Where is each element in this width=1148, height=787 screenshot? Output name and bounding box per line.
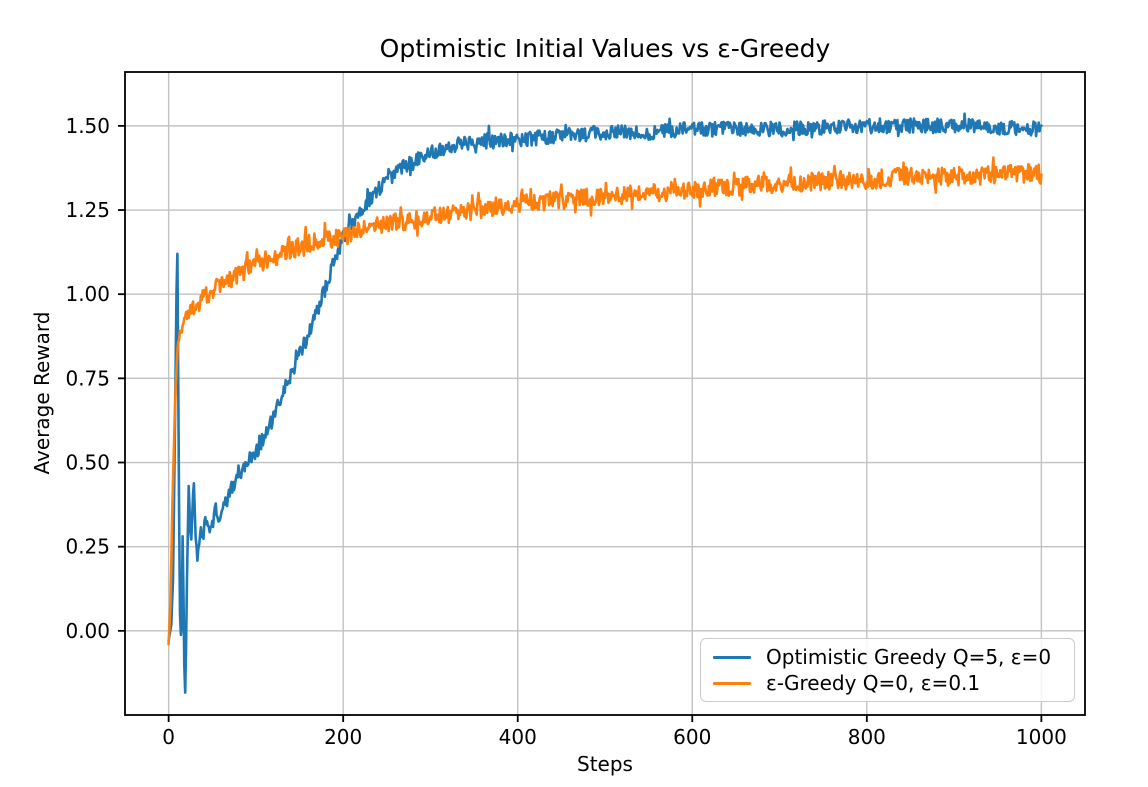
legend-item-label: Optimistic Greedy Q=5, ε=0 (766, 645, 1052, 669)
x-tick-label: 0 (162, 725, 175, 749)
y-tick-label: 1.00 (65, 282, 110, 306)
legend-item: ε-Greedy Q=0, ε=0.1 (713, 670, 1064, 696)
y-tick-label: 1.25 (65, 198, 110, 222)
x-tick-label: 200 (324, 725, 362, 749)
chart-title: Optimistic Initial Values vs ε-Greedy (379, 34, 831, 63)
y-tick-label: 0.50 (65, 451, 110, 475)
x-tick-label: 400 (499, 725, 537, 749)
legend-line-swatch (713, 655, 751, 659)
series-line-optimistic-greedy (167, 112, 1043, 694)
plot-border (124, 71, 1086, 716)
series-line-epsilon-greedy (167, 156, 1043, 646)
x-tick-label: 1000 (1016, 725, 1067, 749)
legend-item-label: ε-Greedy Q=0, ε=0.1 (766, 671, 981, 695)
y-tick-label: 0.75 (65, 366, 110, 390)
legend-item: Optimistic Greedy Q=5, ε=0 (713, 644, 1064, 670)
y-tick-label: 0.00 (65, 619, 110, 643)
y-tick-label: 1.50 (65, 114, 110, 138)
x-tick-label: 600 (673, 725, 711, 749)
legend-line-swatch (713, 681, 751, 685)
x-tick-label: 800 (848, 725, 886, 749)
y-tick-label: 0.25 (65, 535, 110, 559)
legend: Optimistic Greedy Q=5, ε=0 ε-Greedy Q=0, … (700, 638, 1075, 702)
y-axis-label: Average Reward (30, 311, 54, 475)
x-axis-label: Steps (577, 752, 633, 776)
